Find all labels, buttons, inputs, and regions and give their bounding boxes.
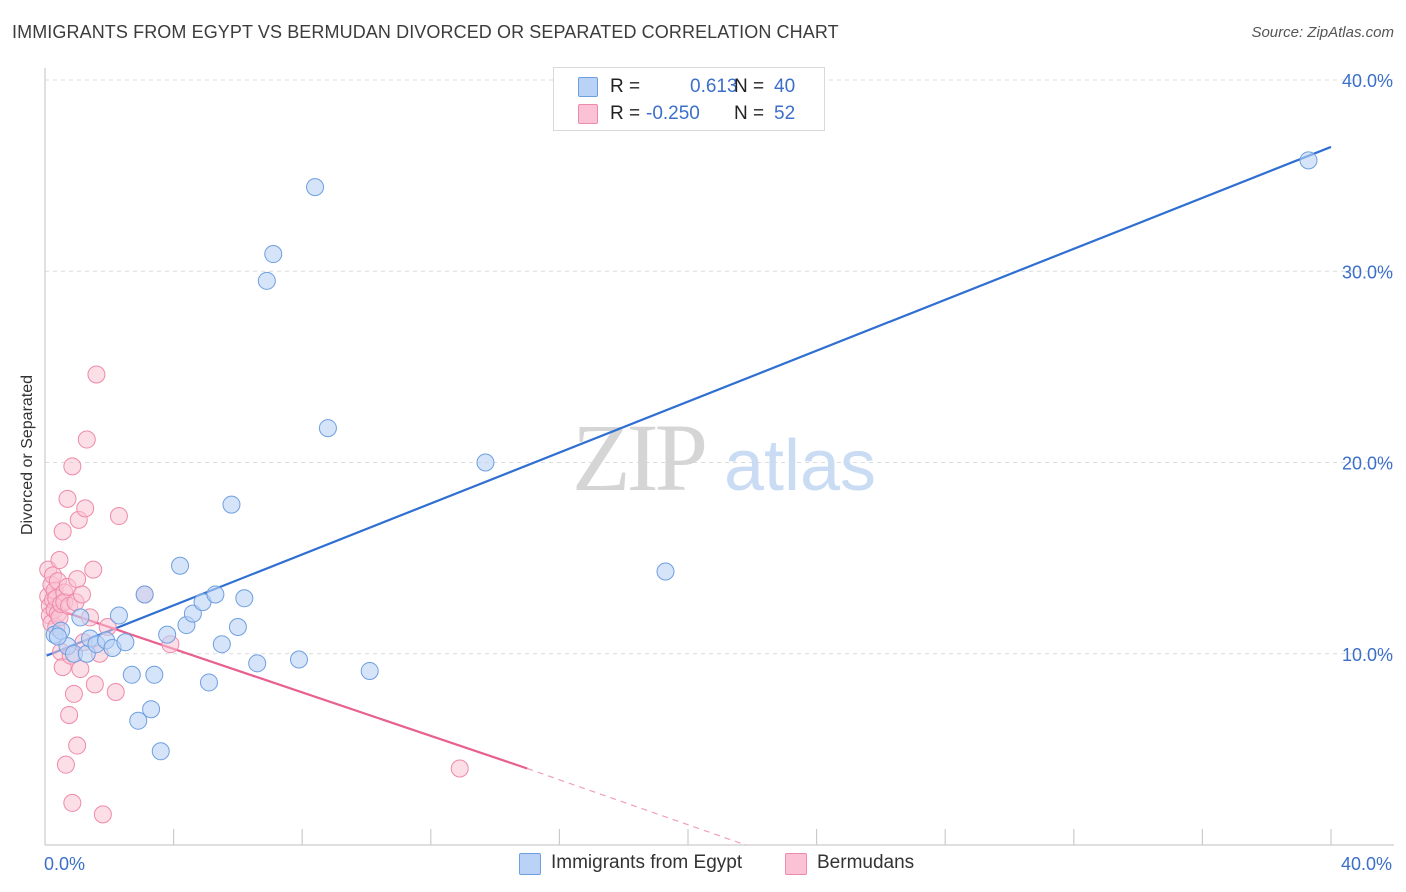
data-point-bermudans xyxy=(68,570,87,589)
data-point-egypt xyxy=(129,711,148,730)
axes xyxy=(44,68,1394,846)
data-point-bermudans xyxy=(450,759,469,778)
data-point-egypt xyxy=(318,419,337,438)
legend-n-label: N = xyxy=(734,76,765,97)
data-point-bermudans xyxy=(56,755,75,774)
series-swatch-egypt xyxy=(519,853,541,875)
data-point-egypt xyxy=(360,661,379,680)
data-point-bermudans xyxy=(109,507,128,526)
x-tick-label: 40.0% xyxy=(1341,854,1392,874)
correlation-legend: R = 0.613 N = 40 R = -0.250 N = 52 xyxy=(553,67,825,131)
data-point-egypt xyxy=(235,589,254,608)
data-point-egypt xyxy=(228,617,247,636)
data-point-bermudans xyxy=(63,457,82,476)
data-point-egypt xyxy=(248,654,267,673)
data-point-bermudans xyxy=(63,793,82,812)
trend-extension-bermudans xyxy=(527,767,747,846)
y-tick-label: 30.0% xyxy=(1342,262,1393,282)
data-point-bermudans xyxy=(77,430,96,449)
data-point-egypt xyxy=(1299,151,1318,170)
data-point-egypt xyxy=(135,585,154,604)
watermark: ZIP atlas xyxy=(572,404,876,511)
x-tick-label: 0.0% xyxy=(44,854,85,874)
series-label-egypt: Immigrants from Egypt xyxy=(551,852,743,873)
data-point-egypt xyxy=(158,625,177,644)
y-tick-label: 10.0% xyxy=(1342,645,1393,665)
data-point-egypt xyxy=(306,178,325,197)
data-point-egypt xyxy=(171,556,190,575)
legend-swatch-egypt xyxy=(578,77,598,97)
series-swatch-bermudans xyxy=(785,853,807,875)
data-point-egypt xyxy=(222,495,241,514)
data-point-bermudans xyxy=(85,675,104,694)
legend-r-value: 0.613 xyxy=(690,76,738,97)
watermark-atlas: atlas xyxy=(724,426,876,506)
data-point-bermudans xyxy=(106,683,125,701)
data-point-egypt xyxy=(183,604,202,623)
series-label-bermudans: Bermudans xyxy=(817,852,915,873)
watermark-zip: ZIP xyxy=(572,404,705,511)
data-point-bermudans xyxy=(53,522,72,541)
legend-r-label: R = xyxy=(610,76,641,97)
data-point-bermudans xyxy=(50,551,69,570)
data-point-egypt xyxy=(656,562,675,581)
data-point-egypt xyxy=(122,665,141,684)
trend-line-egypt xyxy=(46,145,1332,657)
data-point-egypt xyxy=(71,608,90,627)
legend-n-label: N = xyxy=(734,103,765,124)
legend-r-label: R = xyxy=(610,103,641,124)
data-point-egypt xyxy=(116,633,135,652)
data-point-bermudans xyxy=(64,684,83,703)
data-point-egypt xyxy=(476,453,495,472)
data-points xyxy=(39,151,1318,824)
legend-n-value: 52 xyxy=(774,103,796,124)
data-point-egypt xyxy=(289,650,308,669)
data-point-egypt xyxy=(48,627,67,646)
tick-labels: 10.0% 20.0% 30.0% 40.0% 0.0% 40.0% xyxy=(44,71,1393,874)
data-point-bermudans xyxy=(72,585,91,604)
data-point-egypt xyxy=(264,245,283,264)
chart-title: IMMIGRANTS FROM EGYPT VS BERMUDAN DIVORC… xyxy=(12,22,839,42)
data-point-bermudans xyxy=(58,489,77,508)
data-point-bermudans xyxy=(60,705,79,724)
data-point-egypt xyxy=(206,585,225,604)
data-point-egypt xyxy=(142,700,161,719)
data-point-bermudans xyxy=(87,365,106,384)
data-point-bermudans xyxy=(68,736,87,755)
trend-lines xyxy=(46,145,1332,846)
data-point-egypt xyxy=(109,606,128,625)
legend-swatch-bermudans xyxy=(578,104,598,124)
data-point-egypt xyxy=(199,673,218,692)
source-label: Source: ZipAtlas.com xyxy=(1251,24,1394,41)
data-point-bermudans xyxy=(93,805,112,824)
gridlines xyxy=(45,79,1394,655)
data-point-bermudans xyxy=(71,660,90,679)
legend-n-value: 40 xyxy=(774,76,796,97)
legend-r-value: -0.250 xyxy=(646,103,700,124)
data-point-egypt xyxy=(257,271,276,290)
data-point-egypt xyxy=(145,665,164,684)
data-point-egypt xyxy=(151,742,170,761)
y-tick-label: 40.0% xyxy=(1342,71,1393,91)
data-point-bermudans xyxy=(84,560,103,579)
data-point-bermudans xyxy=(76,499,95,518)
y-tick-label: 20.0% xyxy=(1342,454,1393,474)
trend-line-bermudans xyxy=(46,604,528,770)
data-point-egypt xyxy=(212,635,231,654)
